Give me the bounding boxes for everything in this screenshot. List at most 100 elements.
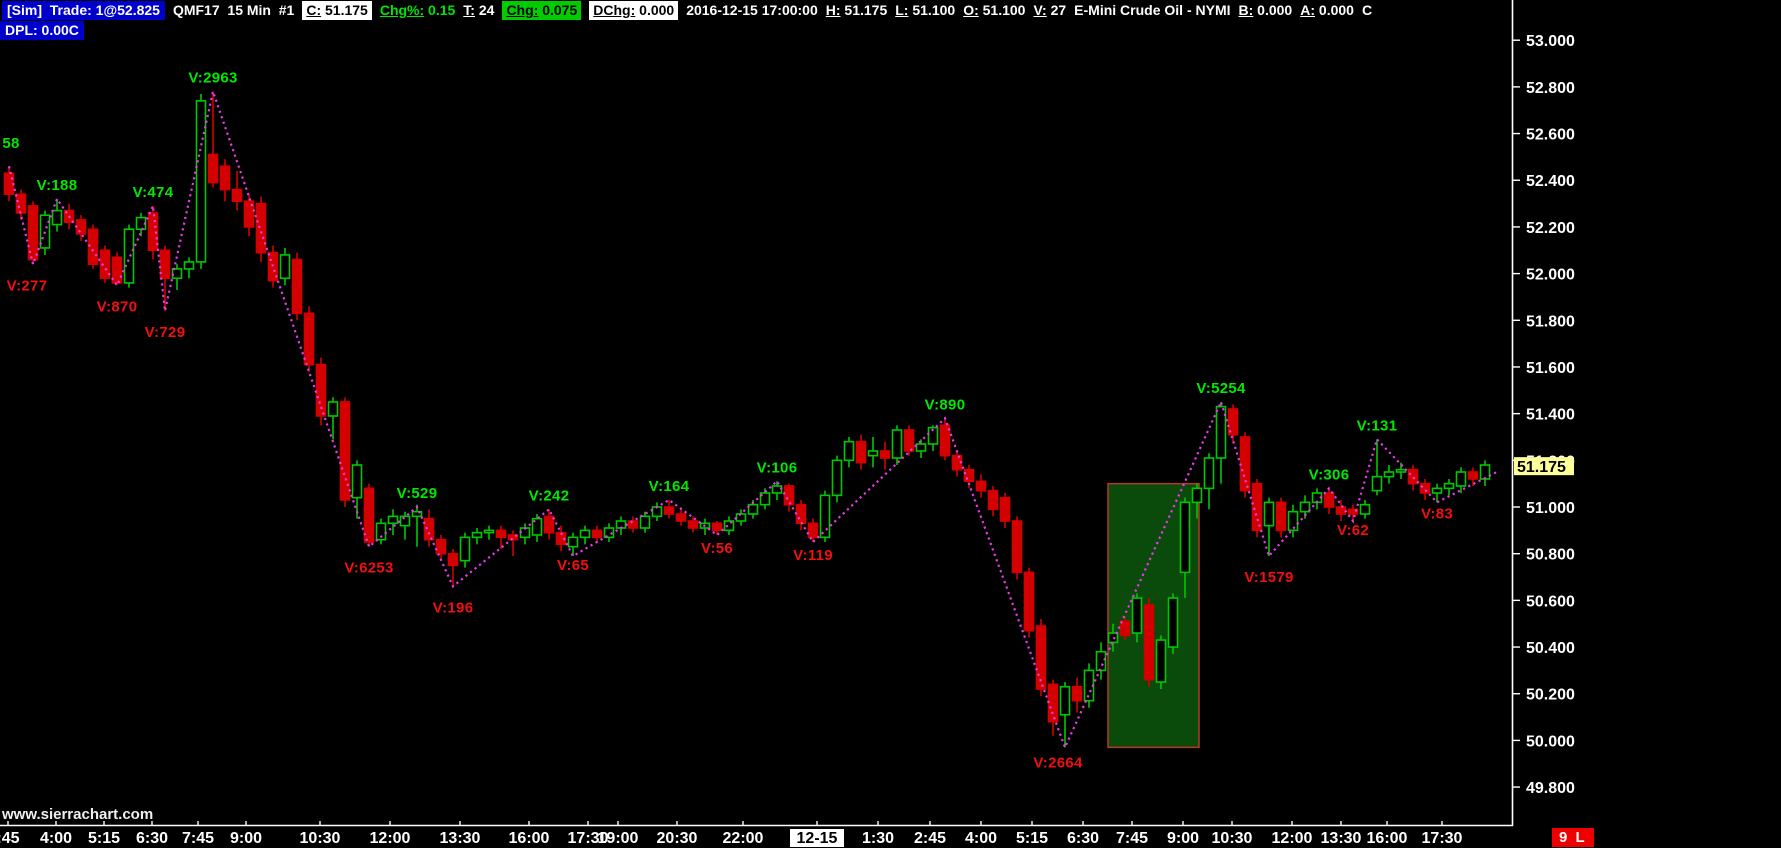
dchg-field-value[interactable]: 0.000 — [635, 2, 675, 18]
down-candle-body — [1419, 482, 1431, 494]
down-candle-body — [1251, 482, 1263, 532]
up-candle-body — [1299, 501, 1311, 513]
down-candle-body — [1023, 571, 1035, 632]
trades-field-label[interactable]: T: — [463, 2, 475, 18]
bid-field-value[interactable]: 0.000 — [1253, 2, 1293, 18]
last-field-label[interactable]: C: — [306, 2, 322, 18]
down-candle-body — [1335, 506, 1347, 515]
up-candle-body — [351, 464, 363, 499]
high-field[interactable]: H: 51.175 — [826, 2, 888, 19]
trades-field-value[interactable]: 24 — [474, 2, 495, 18]
time-tick-label: 17:30 — [568, 830, 609, 847]
volume-label-V870: V:870 — [97, 298, 138, 315]
down-candle-body — [231, 188, 243, 203]
down-candle-body — [1119, 620, 1131, 637]
low-field-value[interactable]: 51.100 — [908, 2, 956, 18]
dchg-field-label[interactable]: DChg: — [593, 2, 636, 18]
sim-trade-status[interactable]: [Sim] Trade: 1@52.825 — [2, 1, 165, 20]
ask-field-value[interactable]: 0.000 — [1315, 2, 1354, 18]
price-axis[interactable]: 53.000 52.800 52.600 52.400 52.200 52.000 51.8… — [1513, 33, 1575, 797]
down-candle-body — [1071, 685, 1083, 702]
bid-field-label[interactable]: B: — [1238, 2, 1254, 18]
price-tick-label: 51.600 — [1526, 360, 1575, 377]
chg-field[interactable]: Chg: 0.075 — [502, 1, 582, 20]
open-field-label[interactable]: O: — [963, 2, 979, 18]
down-candle-body — [1239, 436, 1251, 492]
up-candle-body — [927, 426, 939, 445]
up-candle-body — [1095, 650, 1107, 672]
down-candle-body — [219, 165, 231, 191]
open-field-value[interactable]: 51.100 — [978, 2, 1026, 18]
ask-field[interactable]: A: 0.000 — [1300, 2, 1354, 19]
up-candle-body — [771, 485, 783, 494]
price-tick-label: 49.800 — [1526, 780, 1575, 797]
down-candle-body — [1407, 468, 1419, 485]
down-candle-body — [1323, 492, 1335, 508]
chg-pct-field-label[interactable]: Chg%: — [379, 2, 425, 18]
high-field-value[interactable]: 51.175 — [840, 2, 888, 18]
time-tick-label: 19:00 — [598, 830, 639, 847]
down-candle-body — [363, 487, 375, 543]
low-field-label[interactable]: L: — [895, 2, 909, 18]
time-tick-label: :45 — [0, 830, 20, 847]
volume-label-V188: V:188 — [37, 177, 78, 194]
down-candle-body — [855, 440, 867, 464]
last-field-value[interactable]: 51.175 — [321, 2, 368, 18]
down-candle-body — [339, 401, 351, 501]
dpl-field[interactable]: DPL: 0.00C — [0, 21, 84, 40]
up-candle-body — [867, 450, 879, 457]
up-candle-body — [1059, 685, 1071, 716]
volume-field-value[interactable]: 27 — [1046, 2, 1067, 18]
alert-badge[interactable]: 9 L — [1552, 828, 1594, 847]
open-field[interactable]: O: 51.100 — [963, 2, 1025, 19]
low-field[interactable]: L: 51.100 — [895, 2, 955, 19]
chg-pct-field-value[interactable]: 0.15 — [424, 2, 456, 18]
chg-field-label[interactable]: Chg: — [506, 2, 539, 18]
up-candle-body — [579, 529, 591, 539]
high-field-label[interactable]: H: — [825, 2, 841, 18]
up-candle-body — [171, 268, 183, 280]
price-tick-label: 50.800 — [1526, 547, 1575, 564]
down-candle-body — [87, 228, 99, 266]
time-tick-label: 20:30 — [657, 830, 698, 847]
up-candle-body — [399, 515, 411, 527]
down-candle-body — [1047, 683, 1059, 723]
time-tick-label: 13:30 — [440, 830, 481, 847]
trades-field[interactable]: T: 24 — [463, 2, 494, 19]
datetime-value: 2016-12-15 17:00:00 — [686, 2, 818, 18]
chg-field-value[interactable]: 0.075 — [538, 2, 578, 18]
bid-field[interactable]: B: 0.000 — [1239, 2, 1293, 19]
dpl-row: DPL: 0.00C — [0, 21, 84, 40]
down-candle-body — [555, 531, 567, 546]
down-candle-body — [963, 468, 975, 483]
time-tick-label: 5:15 — [88, 830, 120, 847]
down-candle-body — [159, 249, 171, 280]
price-tick-label: 52.400 — [1526, 173, 1575, 190]
sim-trade-status-value[interactable]: [Sim] Trade: 1@52.825 — [7, 2, 160, 18]
time-tick-label: 7:45 — [182, 830, 214, 847]
dchg-field[interactable]: DChg: 0.000 — [589, 1, 679, 20]
time-tick-label: 5:15 — [1016, 830, 1048, 847]
time-tick-label: 17:30 — [1422, 830, 1463, 847]
volume-label-58: 58 — [2, 135, 19, 152]
time-tick-label: 12:00 — [1272, 830, 1313, 847]
volume-label-V5254: V:5254 — [1196, 380, 1246, 397]
volume-label-V62: V:62 — [1337, 522, 1369, 539]
volume-label-V2963: V:2963 — [188, 70, 237, 87]
chg-pct-field[interactable]: Chg%: 0.15 — [380, 2, 455, 19]
price-tick-label: 52.200 — [1526, 220, 1575, 237]
down-candle-body — [1035, 625, 1047, 690]
down-candle-body — [75, 219, 87, 235]
down-candle-body — [783, 485, 795, 506]
last-field[interactable]: C: 51.175 — [302, 1, 372, 20]
volume-field-label[interactable]: V: — [1033, 2, 1047, 18]
down-candle-body — [987, 489, 999, 511]
time-axis[interactable]: :45 4:00 5:15 6:30 7:45 9:00 10:30 12:00 13:30 16… — [0, 821, 1463, 847]
down-candle-body — [999, 496, 1011, 522]
time-tick-label: 9:00 — [230, 830, 262, 847]
volume-field[interactable]: V: 27 — [1033, 2, 1066, 19]
time-tick-label: 1:30 — [862, 830, 894, 847]
ask-field-label[interactable]: A: — [1300, 2, 1316, 18]
down-candle-body — [591, 529, 603, 539]
